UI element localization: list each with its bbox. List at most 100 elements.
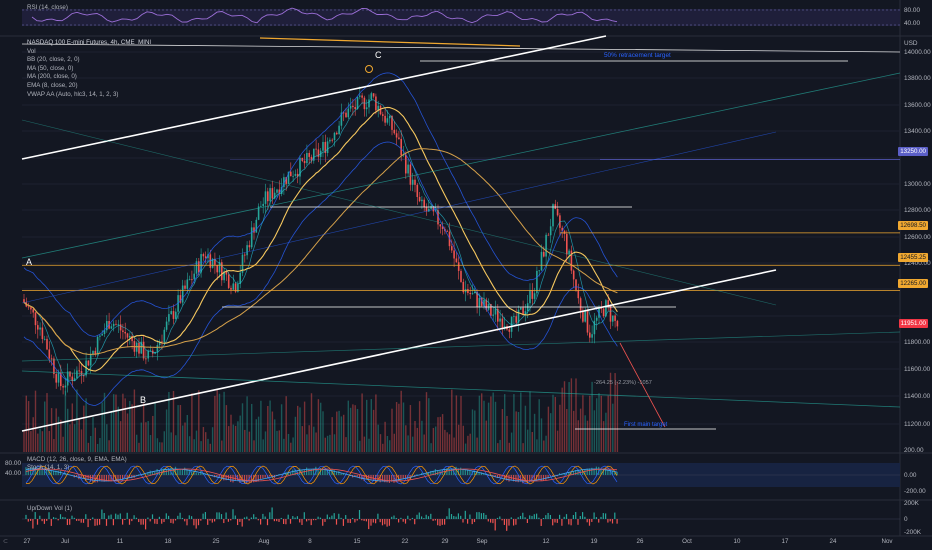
candle-body [568,250,570,255]
updown-bar [96,519,98,526]
candle-body [545,234,547,257]
volume-bar [566,409,568,452]
volume-bar [34,390,37,452]
updown-bar [372,519,374,523]
trend-line [21,43,901,53]
legend-item-ema[interactable]: EMA (8, close, 20) [27,81,78,89]
candle-body [416,184,419,197]
volume-bar [547,406,550,452]
volume-bar [200,441,202,452]
updown-bar [503,519,505,525]
updown-bar [363,519,365,521]
macd-histogram-bar [400,475,402,480]
volume-bar [228,426,230,452]
candle-body [430,206,432,209]
updown-bar [243,517,246,519]
updown-bar [490,519,492,523]
macd-histogram-bar [595,466,597,475]
updown-bar [301,519,303,525]
volume-bar [186,415,188,452]
volume-bar [239,415,241,452]
volume-bar [37,433,39,452]
macd-histogram-bar [41,468,43,475]
candle-body [283,177,285,188]
candle-body [315,148,317,150]
volume-bar [533,413,536,452]
macd-level-0: 0.00 [904,472,917,479]
axis-tick: 11200.00 [904,421,931,428]
macd-histogram-bar [614,472,616,475]
updown-bar [319,517,321,519]
volume-bar [119,421,122,452]
legend-item-vwap[interactable]: VWAP AA (Auto, hlc3, 14, 1, 2, 3) [27,90,119,98]
updown-bar [66,519,68,526]
volume-bar [179,405,182,452]
macd-histogram-bar [287,471,289,475]
volume-bar [538,399,540,452]
date-label: 8 [308,538,312,545]
volume-bar [129,400,131,452]
axis-tick: 12400.00 [904,260,931,267]
candle-body [531,290,534,299]
updown-bar [214,519,216,522]
updown-bar [480,513,482,519]
legend-symbol[interactable]: NASDAQ 100 E-mini Futures, 4h, CME_MINI [27,39,152,46]
volume-bar [522,443,524,452]
candle-body [115,323,117,325]
updown-bar [365,519,367,522]
updown-bar [510,517,512,519]
macd-histogram-bar [593,468,595,475]
updown-bar [260,519,262,525]
updown-bar [540,519,542,526]
volume-bar [147,421,149,452]
candle-body [308,152,310,157]
macd-histogram-bar [506,475,508,481]
volume-bar [589,395,591,452]
candle-body [474,291,476,294]
candle-body [223,271,225,281]
volume-bar [531,432,533,452]
candle-body [398,137,400,139]
volume-bar [556,430,559,452]
volume-bar [520,392,522,452]
volume-bar [481,393,483,452]
volume-bar [90,435,92,452]
volume-bar [398,403,400,452]
candle-body [27,306,30,308]
volume-bar [113,394,115,452]
macd-histogram-bar [450,468,453,475]
volume-bar [409,405,412,452]
candle-body [310,156,313,161]
macd-histogram-bar [43,467,45,475]
macd-histogram-bar [161,468,163,475]
legend-item-bb[interactable]: BB (20, close, 2, 0) [27,56,80,64]
candle-body [395,133,398,138]
legend-item-ma200[interactable]: MA (200, close, 0) [27,73,77,81]
updown-bar [253,514,255,519]
macd-histogram-bar [317,469,319,475]
volume-bar [559,404,561,452]
macd-histogram-bar [303,469,305,475]
macd-histogram-bar [220,475,223,479]
legend-item-vol[interactable]: Vol [27,47,36,55]
candle-body [563,230,566,234]
volume-bar [257,416,260,452]
volume-bar [299,407,301,452]
updown-bar [59,514,62,519]
updown-bar [556,519,558,523]
macd-histogram-bar [361,475,363,480]
volume-bar [550,413,552,452]
volume-bar [117,406,119,452]
volume-bar [152,415,154,452]
candle-body [423,199,425,208]
volume-bar [165,409,168,452]
updown-bar [444,519,446,525]
legend-item-ma50[interactable]: MA (50, close, 0) [27,64,74,72]
ma200-line [23,148,618,355]
volume-bar [329,434,331,452]
volume-bar [50,408,53,452]
tradingview-logo-icon[interactable]: ⊂ [3,539,9,545]
candle-body [361,95,363,98]
updown-bar [82,519,85,523]
